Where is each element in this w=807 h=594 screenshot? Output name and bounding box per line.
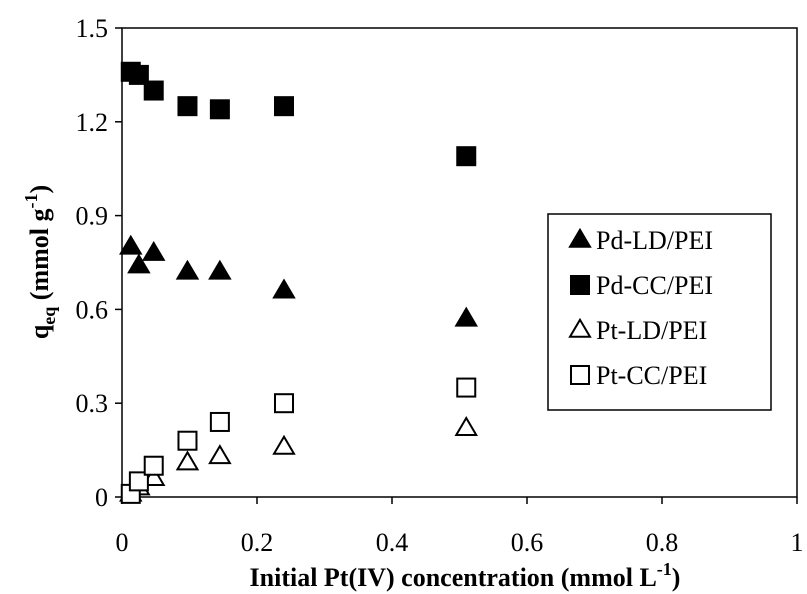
data-point — [274, 96, 294, 117]
y-tick-label: 1.5 — [76, 14, 109, 43]
data-point — [141, 240, 166, 261]
legend-label: Pt-LD/PEI — [596, 316, 707, 345]
plot-frame — [121, 27, 798, 498]
data-point — [128, 471, 149, 492]
legend-label: Pd-CC/PEI — [596, 271, 713, 300]
y-tick-label: 0 — [95, 483, 108, 512]
legend-label: Pd-LD/PEI — [596, 226, 713, 255]
data-point — [454, 306, 478, 327]
data-point — [208, 444, 232, 465]
y-tick-label: 0.3 — [76, 389, 109, 418]
data-point — [208, 259, 232, 280]
y-tick-label: 1.2 — [76, 108, 109, 137]
x-tick-label: 0.2 — [241, 528, 274, 557]
x-tick-label: 0.8 — [646, 528, 679, 557]
data-point — [209, 411, 230, 432]
legend-item: Pd-CC/PEI — [570, 271, 713, 300]
x-tick-label: 0 — [116, 528, 129, 557]
data-point — [209, 99, 230, 120]
x-axis-title: Initial Pt(IV) concentration (mmol L-1) — [250, 559, 681, 592]
data-point — [175, 450, 200, 471]
x-tick-label: 0.6 — [511, 528, 544, 557]
legend-item: Pd-LD/PEI — [568, 226, 713, 255]
data-point — [143, 80, 164, 101]
series-Pd-LD/PEI — [119, 234, 478, 327]
data-point — [119, 234, 143, 255]
series-Pt-LD/PEI — [119, 416, 478, 502]
data-point — [177, 96, 198, 117]
x-tick-label: 1 — [791, 528, 804, 557]
data-point — [272, 278, 296, 299]
axes — [115, 27, 798, 504]
data-point — [127, 253, 151, 274]
data-point — [456, 146, 477, 167]
y-axis-title: qeq (mmol g-1) — [21, 185, 59, 339]
data-point — [177, 430, 198, 451]
data-point — [272, 434, 296, 455]
data-point — [456, 377, 477, 398]
data-point — [143, 455, 164, 476]
y-tick-label: 0.6 — [76, 295, 109, 324]
x-tick-label: 0.4 — [376, 528, 409, 557]
data-point — [175, 259, 200, 280]
data-point — [274, 393, 294, 414]
legend-item: Pt-CC/PEI — [570, 361, 707, 390]
legend-marker — [568, 317, 592, 338]
series-Pd-CC/PEI — [120, 61, 477, 167]
legend-item: Pt-LD/PEI — [568, 316, 707, 345]
legend-marker — [570, 275, 590, 295]
legend-marker — [570, 365, 590, 385]
data-point — [454, 416, 478, 437]
tick-labels: 0 0.3 0.6 0.9 1.2 1.5 0 0.2 0.4 0.6 0.8 1 — [76, 14, 804, 557]
y-tick-label: 0.9 — [76, 202, 109, 231]
legend-label: Pt-CC/PEI — [596, 361, 707, 390]
legend: Pd-LD/PEI Pd-CC/PEI Pt-LD/PEI Pt-CC/PEI — [547, 213, 772, 411]
data-marks — [119, 61, 478, 504]
legend-marker — [568, 227, 592, 248]
data-point — [128, 64, 149, 85]
series-Pt-CC/PEI — [120, 377, 477, 504]
